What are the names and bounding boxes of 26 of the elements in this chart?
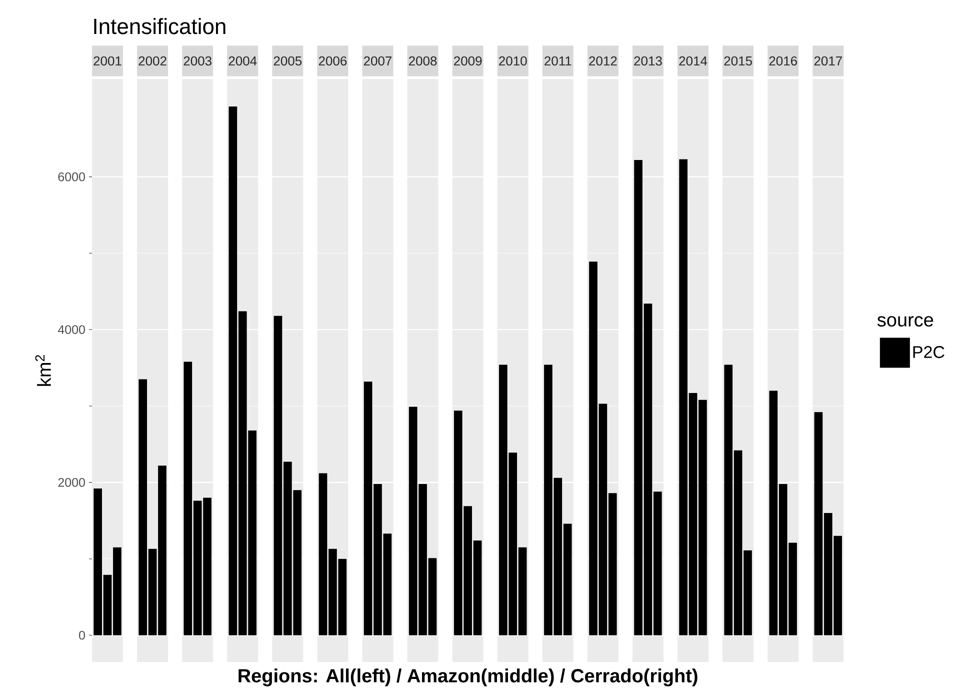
x-tick-label: 2014 (679, 56, 708, 66)
x-tick-label: 2004 (228, 56, 257, 66)
x-tick-label: 2005 (274, 56, 302, 66)
x-tick-label: 2011 (544, 56, 572, 66)
x-tick-label: 2002 (138, 56, 166, 66)
x-tick-label: 2009 (454, 56, 482, 66)
x-tick-label: 2006 (318, 56, 347, 66)
legend-label: P2C (913, 346, 944, 358)
x-axis-title: Regions: All(left) / Amazon(middle) / Cerrado(right) (238, 668, 698, 686)
y-tick-label: 6000 (58, 172, 85, 182)
x-tick-label: 2012 (589, 56, 617, 66)
x-tick-label: 2013 (634, 56, 662, 66)
y-tick-label: 4000 (58, 325, 85, 334)
x-tick-label: 2010 (499, 56, 527, 66)
x-tick-label: 2001 (94, 56, 122, 66)
x-tick-label: 2007 (364, 56, 392, 66)
x-tick-label: 2008 (408, 56, 437, 66)
x-tick-label: 2003 (184, 56, 212, 66)
y-axis-title: km$^{2}$ (35, 355, 51, 386)
y-tick-label: 2000 (58, 478, 85, 487)
y-tick-label: 0 (79, 630, 85, 640)
chart-title: Intensification (94, 18, 226, 34)
x-tick-label: 2017 (814, 56, 842, 66)
x-tick-label: 2016 (769, 56, 797, 66)
legend-title: source (877, 316, 934, 327)
x-tick-label: 2015 (724, 56, 752, 66)
